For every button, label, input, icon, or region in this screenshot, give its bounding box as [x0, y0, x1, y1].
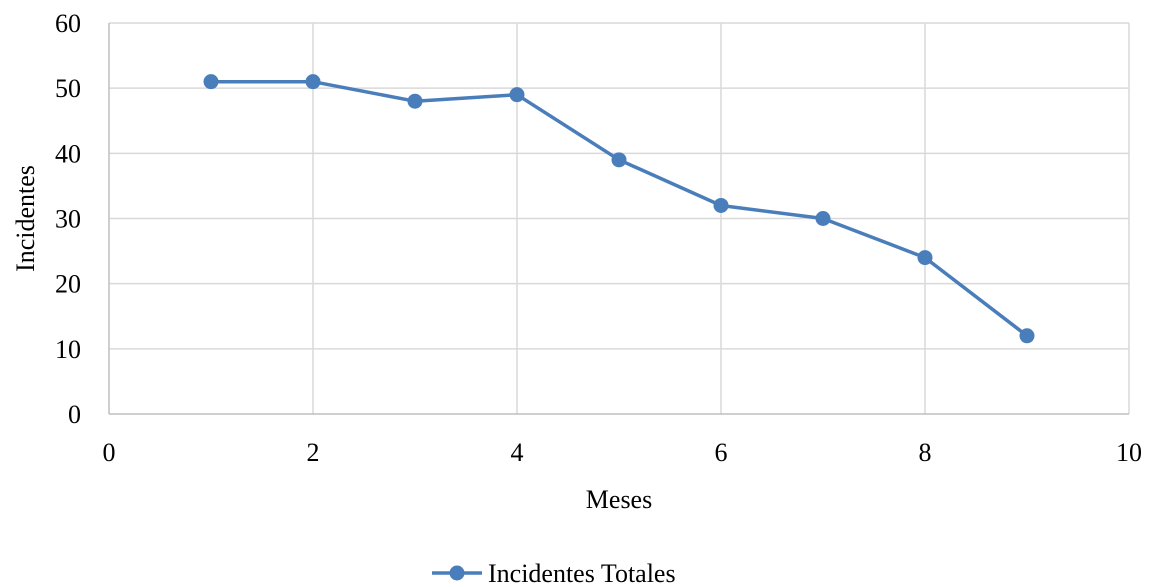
axes — [108, 23, 1129, 415]
legend: Incidentes Totales — [432, 559, 676, 587]
data-point — [815, 211, 831, 226]
y-tick-label: 20 — [55, 270, 81, 299]
x-tick-label: 6 — [715, 438, 728, 467]
data-point — [305, 74, 321, 90]
y-tick-label: 60 — [55, 9, 81, 38]
y-axis-title: Incidentes — [11, 165, 40, 272]
data-point — [509, 87, 525, 103]
data-point — [407, 93, 423, 109]
data-point — [203, 74, 219, 90]
data-point — [713, 197, 729, 213]
y-tick-labels: 0 10 20 30 40 50 60 — [55, 9, 81, 429]
legend-circle-marker — [449, 565, 465, 581]
x-tick-labels: 0 2 4 6 8 10 — [103, 438, 1143, 467]
series — [203, 74, 1035, 344]
legend-label: Incidentes Totales — [488, 559, 676, 587]
y-tick-label: 40 — [55, 139, 81, 168]
series-line — [209, 79, 1029, 338]
x-tick-label: 10 — [1116, 438, 1142, 467]
y-tick-label: 30 — [55, 205, 81, 234]
x-tick-label: 8 — [919, 438, 932, 467]
gridlines — [109, 22, 1130, 414]
x-axis-title: Meses — [586, 485, 652, 514]
y-tick-label: 10 — [55, 335, 81, 364]
x-tick-label: 2 — [307, 438, 320, 467]
y-tick-label: 50 — [55, 74, 81, 103]
x-tick-label: 0 — [103, 438, 116, 467]
data-point — [1019, 328, 1035, 344]
x-tick-label: 4 — [511, 438, 524, 467]
data-point — [917, 250, 933, 266]
y-tick-label: 0 — [68, 400, 81, 429]
data-point — [611, 152, 627, 168]
